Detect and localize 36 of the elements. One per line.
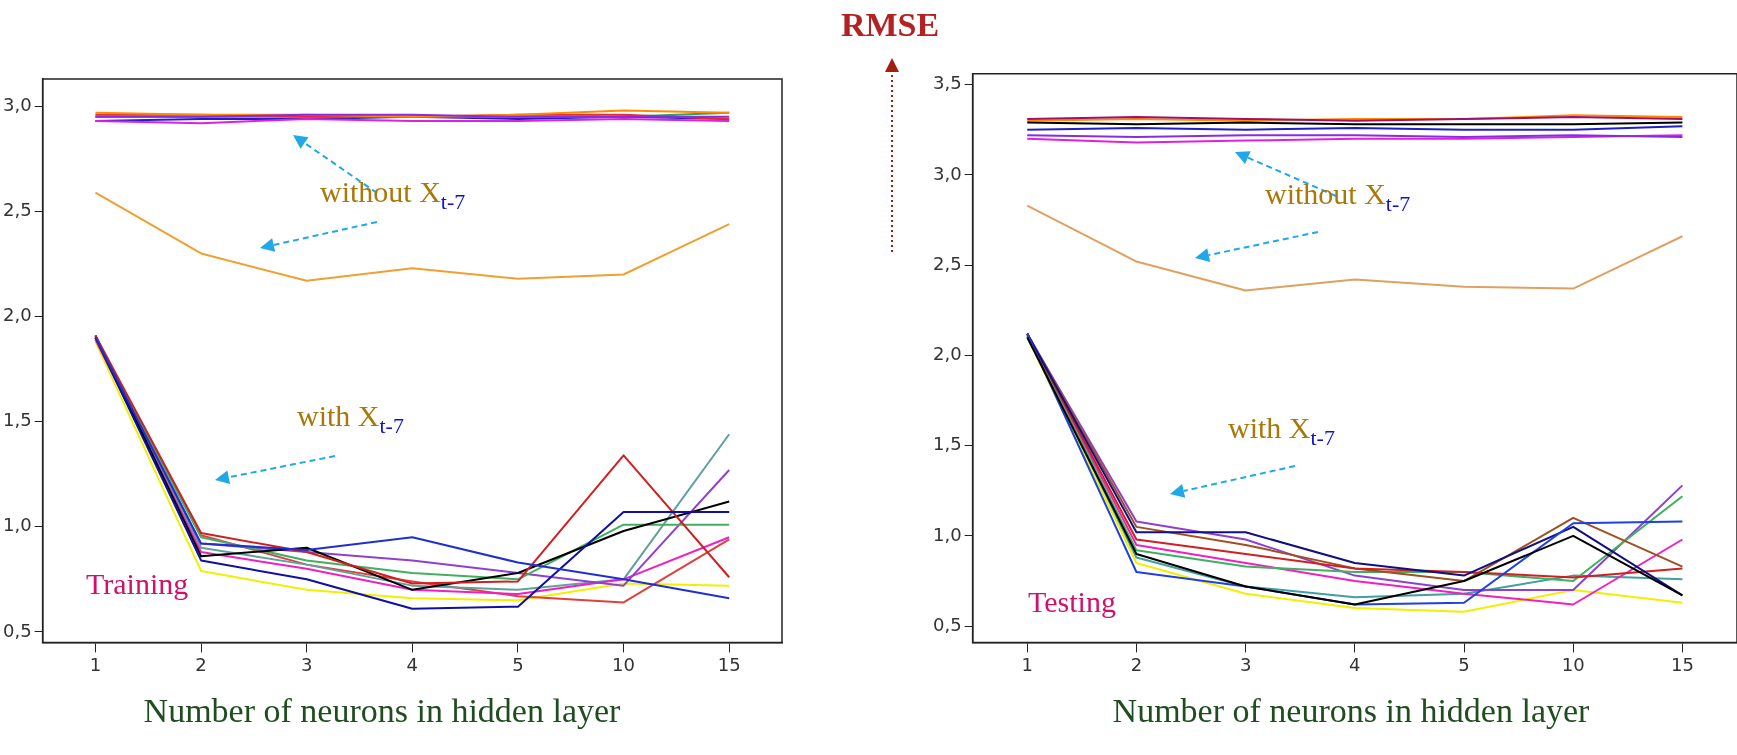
x-tick-label: 2 bbox=[1130, 653, 1143, 675]
y-tick-label: 3,0 bbox=[932, 162, 962, 184]
x-axis-title: Number of neurons in hidden layer bbox=[1112, 692, 1590, 730]
x-axis-title: Number of neurons in hidden layer bbox=[143, 692, 621, 730]
annotation: without X$_{t-7}$ bbox=[320, 175, 466, 214]
x-tick-label: 5 bbox=[512, 653, 524, 675]
annotation: with X$_{t-7}$ bbox=[297, 399, 404, 438]
x-tick-label: 10 bbox=[1561, 653, 1585, 675]
annotation: Training bbox=[86, 567, 189, 600]
x-tick-label: 15 bbox=[717, 653, 741, 675]
x-tick-label: 10 bbox=[612, 653, 636, 675]
x-tick-label: 4 bbox=[1349, 653, 1361, 675]
x-tick-label: 1 bbox=[89, 653, 102, 675]
x-tick-label: 15 bbox=[1670, 653, 1694, 675]
x-tick-label: 3 bbox=[1239, 653, 1252, 675]
y-tick-label: 2,5 bbox=[932, 252, 962, 274]
y-tick-label: 3,0 bbox=[2, 94, 32, 115]
y-tick-label: 1,5 bbox=[2, 409, 32, 431]
x-tick-label: 2 bbox=[195, 653, 207, 675]
y-tick-label: 0,5 bbox=[2, 619, 32, 641]
y-tick-label: 1,0 bbox=[2, 514, 32, 536]
x-tick-label: 3 bbox=[300, 653, 313, 675]
y-tick-label: 3,5 bbox=[932, 72, 962, 94]
x-tick-label: 5 bbox=[1458, 653, 1470, 675]
annotation: without X$_{t-7}$ bbox=[1265, 177, 1411, 216]
annotation: with X$_{t-7}$ bbox=[1228, 411, 1335, 450]
x-tick-label: 4 bbox=[406, 653, 419, 675]
y-tick-label: 0,5 bbox=[932, 613, 962, 635]
annotation: Testing bbox=[1028, 585, 1116, 618]
y-axis-title: RMSE bbox=[840, 6, 940, 44]
x-tick-label: 1 bbox=[1021, 653, 1033, 675]
y-tick-label: 1,0 bbox=[932, 523, 962, 545]
y-tick-label: 2,0 bbox=[932, 343, 962, 365]
y-tick-label: 2,0 bbox=[2, 304, 32, 326]
y-tick-label: 2,5 bbox=[2, 199, 32, 221]
y-tick-label: 1,5 bbox=[932, 433, 962, 455]
